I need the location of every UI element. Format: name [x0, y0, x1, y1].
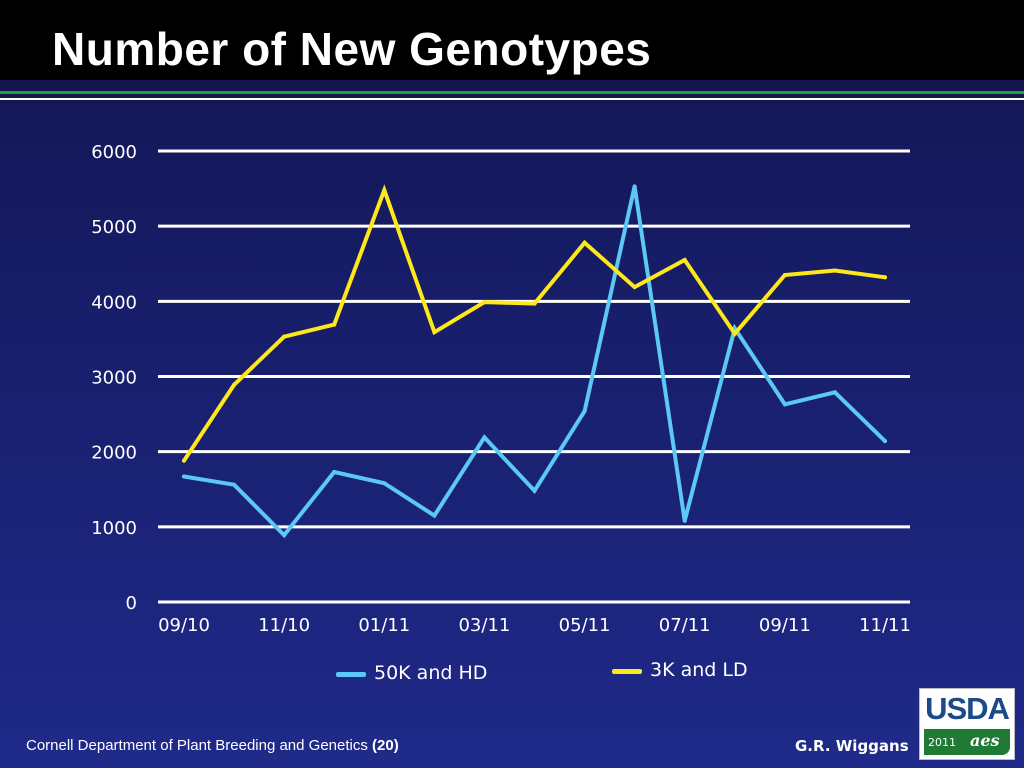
- data-point: [883, 439, 887, 444]
- series-line-3k-ld: [182, 184, 887, 463]
- data-point: [182, 474, 186, 479]
- data-point: [532, 301, 537, 306]
- y-tick-label: 5000: [91, 217, 137, 238]
- legend-label-3k: 3K and LD: [650, 659, 748, 681]
- data-point: [382, 188, 387, 193]
- footer-department: Cornell Department of Plant Breeding and…: [26, 737, 368, 754]
- x-tick-label: 07/11: [659, 615, 711, 636]
- data-point: [332, 469, 337, 474]
- usda-logo-text: USDA: [925, 691, 1010, 726]
- data-point: [232, 482, 237, 487]
- data-point: [682, 518, 687, 523]
- data-point: [732, 331, 737, 336]
- x-tick-label: 09/11: [759, 615, 811, 636]
- x-tick-label: 03/11: [458, 615, 510, 636]
- data-point: [582, 240, 587, 245]
- data-point: [582, 409, 587, 414]
- data-point: [232, 382, 237, 387]
- accent-rule-green: [0, 91, 1024, 94]
- footer-author: G.R. Wiggans: [795, 737, 909, 755]
- y-tick-label: 4000: [91, 292, 137, 313]
- data-point: [883, 275, 887, 280]
- y-tick-label: 1000: [91, 518, 137, 539]
- data-point: [832, 390, 837, 395]
- data-point: [382, 481, 387, 486]
- slide-title: Number of New Genotypes: [52, 23, 652, 75]
- aes-mark-icon: aes: [970, 731, 1000, 750]
- data-point: [282, 533, 287, 538]
- data-point: [532, 488, 537, 493]
- title-bar: [0, 0, 1024, 80]
- accent-rule-white: [0, 98, 1024, 100]
- logo-year: 2011: [928, 736, 956, 749]
- y-tick-label: 2000: [91, 443, 137, 464]
- data-point: [682, 257, 687, 262]
- data-point: [782, 402, 787, 407]
- x-tick-label: 11/11: [859, 615, 911, 636]
- data-point: [332, 322, 337, 327]
- series-line-50k-hd: [182, 185, 887, 539]
- legend-swatch-3k: [612, 669, 642, 674]
- data-point: [432, 513, 437, 518]
- y-tick-label: 3000: [91, 368, 137, 389]
- logo-green-band: [924, 729, 1010, 755]
- data-point: [482, 435, 487, 440]
- data-point: [632, 285, 637, 290]
- y-tick-label: 6000: [91, 142, 137, 163]
- footer-affiliation: Cornell Department of Plant Breeding and…: [26, 737, 399, 754]
- data-point: [782, 273, 787, 278]
- data-point: [482, 300, 487, 305]
- footer-page-number: (20): [372, 737, 399, 754]
- legend-swatch-50k: [336, 672, 366, 677]
- y-tick-label: 0: [126, 593, 137, 614]
- data-point: [832, 268, 837, 273]
- data-point: [182, 458, 186, 463]
- usda-logo: USDA 2011 aes: [919, 688, 1015, 760]
- data-point: [282, 334, 287, 339]
- legend-label-50k: 50K and HD: [374, 662, 488, 684]
- x-tick-label: 09/10: [158, 615, 210, 636]
- x-tick-label: 11/10: [258, 615, 310, 636]
- data-point: [432, 330, 437, 335]
- x-tick-label: 01/11: [358, 615, 410, 636]
- x-tick-label: 05/11: [559, 615, 611, 636]
- data-point: [632, 184, 637, 189]
